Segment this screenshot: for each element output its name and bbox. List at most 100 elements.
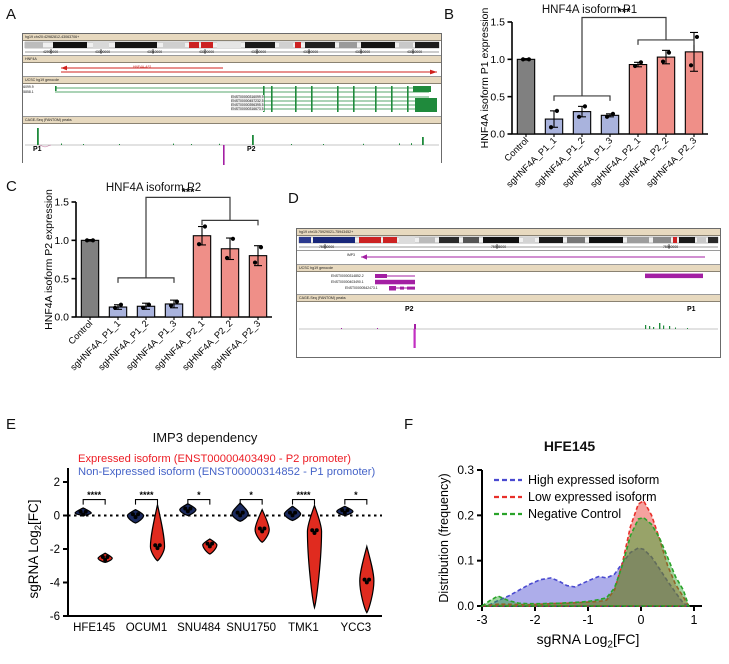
data-point: [140, 305, 146, 310]
significance-connector: [581, 16, 667, 96]
x-tick-label: -3: [476, 613, 487, 627]
data-point: [312, 531, 317, 536]
panel-label-d: D: [288, 190, 299, 207]
y-tick-label: 0: [54, 511, 60, 523]
y-tick-label: 2: [54, 477, 60, 489]
x-axis-title: sgRNA Log2[FC]: [537, 631, 640, 651]
panel-b-title: HNF4A isoform P1: [541, 4, 638, 16]
data-point: [230, 236, 236, 241]
significance-bracket: [239, 499, 263, 505]
ruler-tick-label: 43010000: [147, 50, 163, 54]
data-point: [694, 34, 700, 40]
data-point: [610, 111, 616, 116]
panel-f-title: HFE145: [543, 438, 596, 454]
y-tick-label: -6: [50, 611, 60, 623]
data-point: [183, 506, 188, 511]
violin-shape: [336, 505, 354, 517]
y-tick-label: 0.0: [54, 312, 69, 324]
x-tick-label: SNU484: [177, 622, 221, 634]
bar: [516, 58, 536, 135]
panel-label-f: F: [404, 416, 414, 433]
data-point: [314, 528, 319, 533]
panel-d-transcript-id: ENST00000403490.1: [331, 279, 364, 284]
data-point: [155, 546, 160, 551]
significance-marker: *: [249, 490, 253, 500]
bar: [80, 239, 100, 318]
data-point: [666, 50, 672, 55]
x-tick-label: sgHNF4A_P1_1: [68, 318, 122, 372]
panel-d-ideogram-track: 75930000 75935000 75940000: [297, 236, 720, 251]
y-tick-label: 1.0: [490, 54, 505, 66]
data-point: [240, 510, 245, 515]
data-point: [688, 63, 694, 68]
panel-a-transcript-id: ENST00000316099.9: [231, 95, 264, 99]
significance-marker: ****: [87, 490, 102, 500]
panel-a-transcript-id: ENST00000457232.5: [231, 99, 264, 103]
panel-label-c: C: [6, 178, 17, 195]
significance-bracket-right: [637, 39, 695, 45]
data-point: [364, 580, 369, 585]
y-tick-label: 1.0: [54, 235, 69, 247]
panel-a-transcript-id: ENST00000396395.5: [231, 103, 264, 107]
panel-a-promoter-p2: P2: [247, 146, 256, 153]
data-point: [238, 513, 243, 518]
data-point: [258, 245, 264, 250]
data-point: [118, 302, 124, 307]
density-curve: [481, 547, 690, 607]
data-point: [287, 510, 292, 515]
y-axis-title-text: sgRNA Log2[FC]: [26, 499, 44, 598]
panel-a-gencode-track: ENST00000316099.9 ENST00000545858.1 ENST…: [23, 84, 441, 117]
y-tick-label: 0.0: [457, 599, 474, 613]
panel-a-gene-track: HNF4A-AS1: [23, 63, 441, 77]
y-tick-label: 1.5: [490, 17, 505, 29]
data-point: [526, 57, 532, 62]
violin-shape: [254, 508, 270, 544]
violin-shape: [149, 504, 166, 562]
data-point: [342, 510, 347, 515]
x-tick-label: YCC3: [340, 622, 371, 634]
panel-e-chart: IMP3 dependency -6 -4 -2 0 2 sgRNA Log2[FC] Ex…: [10, 424, 400, 662]
data-point: [130, 512, 135, 517]
significance-marker: *: [197, 490, 201, 500]
panel-d-track-title-gencode: UCSC hg19 genocde: [297, 265, 720, 272]
panel-a-gene-label: HNF4A-AS1: [133, 64, 152, 69]
significance-bracket: [134, 499, 159, 505]
y-tick-label: -2: [50, 544, 60, 556]
panel-f-chart: HFE145 0.0 0.1 0.2 0.3 -3 -2 -1 0 1 Distribution …: [410, 424, 729, 662]
data-point: [582, 104, 588, 109]
x-tick-label: sgHNF4A_P1_2: [96, 318, 150, 372]
bar: [192, 235, 212, 318]
panel-d-cage-track: P2 P1: [297, 302, 720, 350]
data-point: [290, 513, 295, 518]
ruler-tick-label: 43060000: [407, 50, 423, 54]
x-tick-label: 0: [638, 613, 645, 627]
data-point: [660, 59, 666, 64]
data-point: [257, 526, 262, 531]
data-point: [153, 543, 158, 548]
x-tick-label: sgHNF4A_P1_2: [532, 135, 586, 189]
panel-d-gene-track: IMP3: [297, 251, 720, 265]
data-point: [205, 541, 210, 546]
x-tick-label: sgHNF4A_P2_1: [152, 318, 206, 372]
x-tick-label: -1: [582, 613, 593, 627]
legend-label: Expressed isoform (ENST00000403490 - P2 …: [78, 453, 351, 465]
data-point: [81, 512, 86, 517]
data-point: [146, 302, 152, 307]
x-tick-label: 1: [691, 613, 698, 627]
panel-a-track-title-cage: CAGE-Seq (FANTOM) peaks: [23, 117, 441, 124]
ruler-tick-label: 42990000: [43, 50, 59, 54]
data-point: [554, 108, 560, 113]
y-tick-label: 0.5: [54, 273, 69, 285]
y-tick-label: 1.5: [54, 197, 69, 209]
data-point: [362, 577, 367, 582]
significance-connector: [145, 196, 231, 278]
panel-a-track-title-gencode: UCSC hg19 genocde: [23, 77, 441, 84]
x-tick-label: SNU1750: [226, 622, 276, 634]
panel-a-transcript-id: ENST00000316099.9: [23, 85, 34, 89]
y-axis-title: HNF4A isoform P2 expression: [43, 189, 55, 330]
ruler-tick-label: 75930000: [319, 245, 335, 249]
panel-d-transcript-id: ENST00000542473.1: [345, 285, 378, 290]
x-tick-label: sgHNF4A_P2_2: [180, 318, 234, 372]
panel-b-chart: HNF4A isoform P1 0.0 0.5 1.0 1.5 HNF4A isofo…: [450, 4, 729, 194]
ruler-tick-label: 43040000: [303, 50, 319, 54]
